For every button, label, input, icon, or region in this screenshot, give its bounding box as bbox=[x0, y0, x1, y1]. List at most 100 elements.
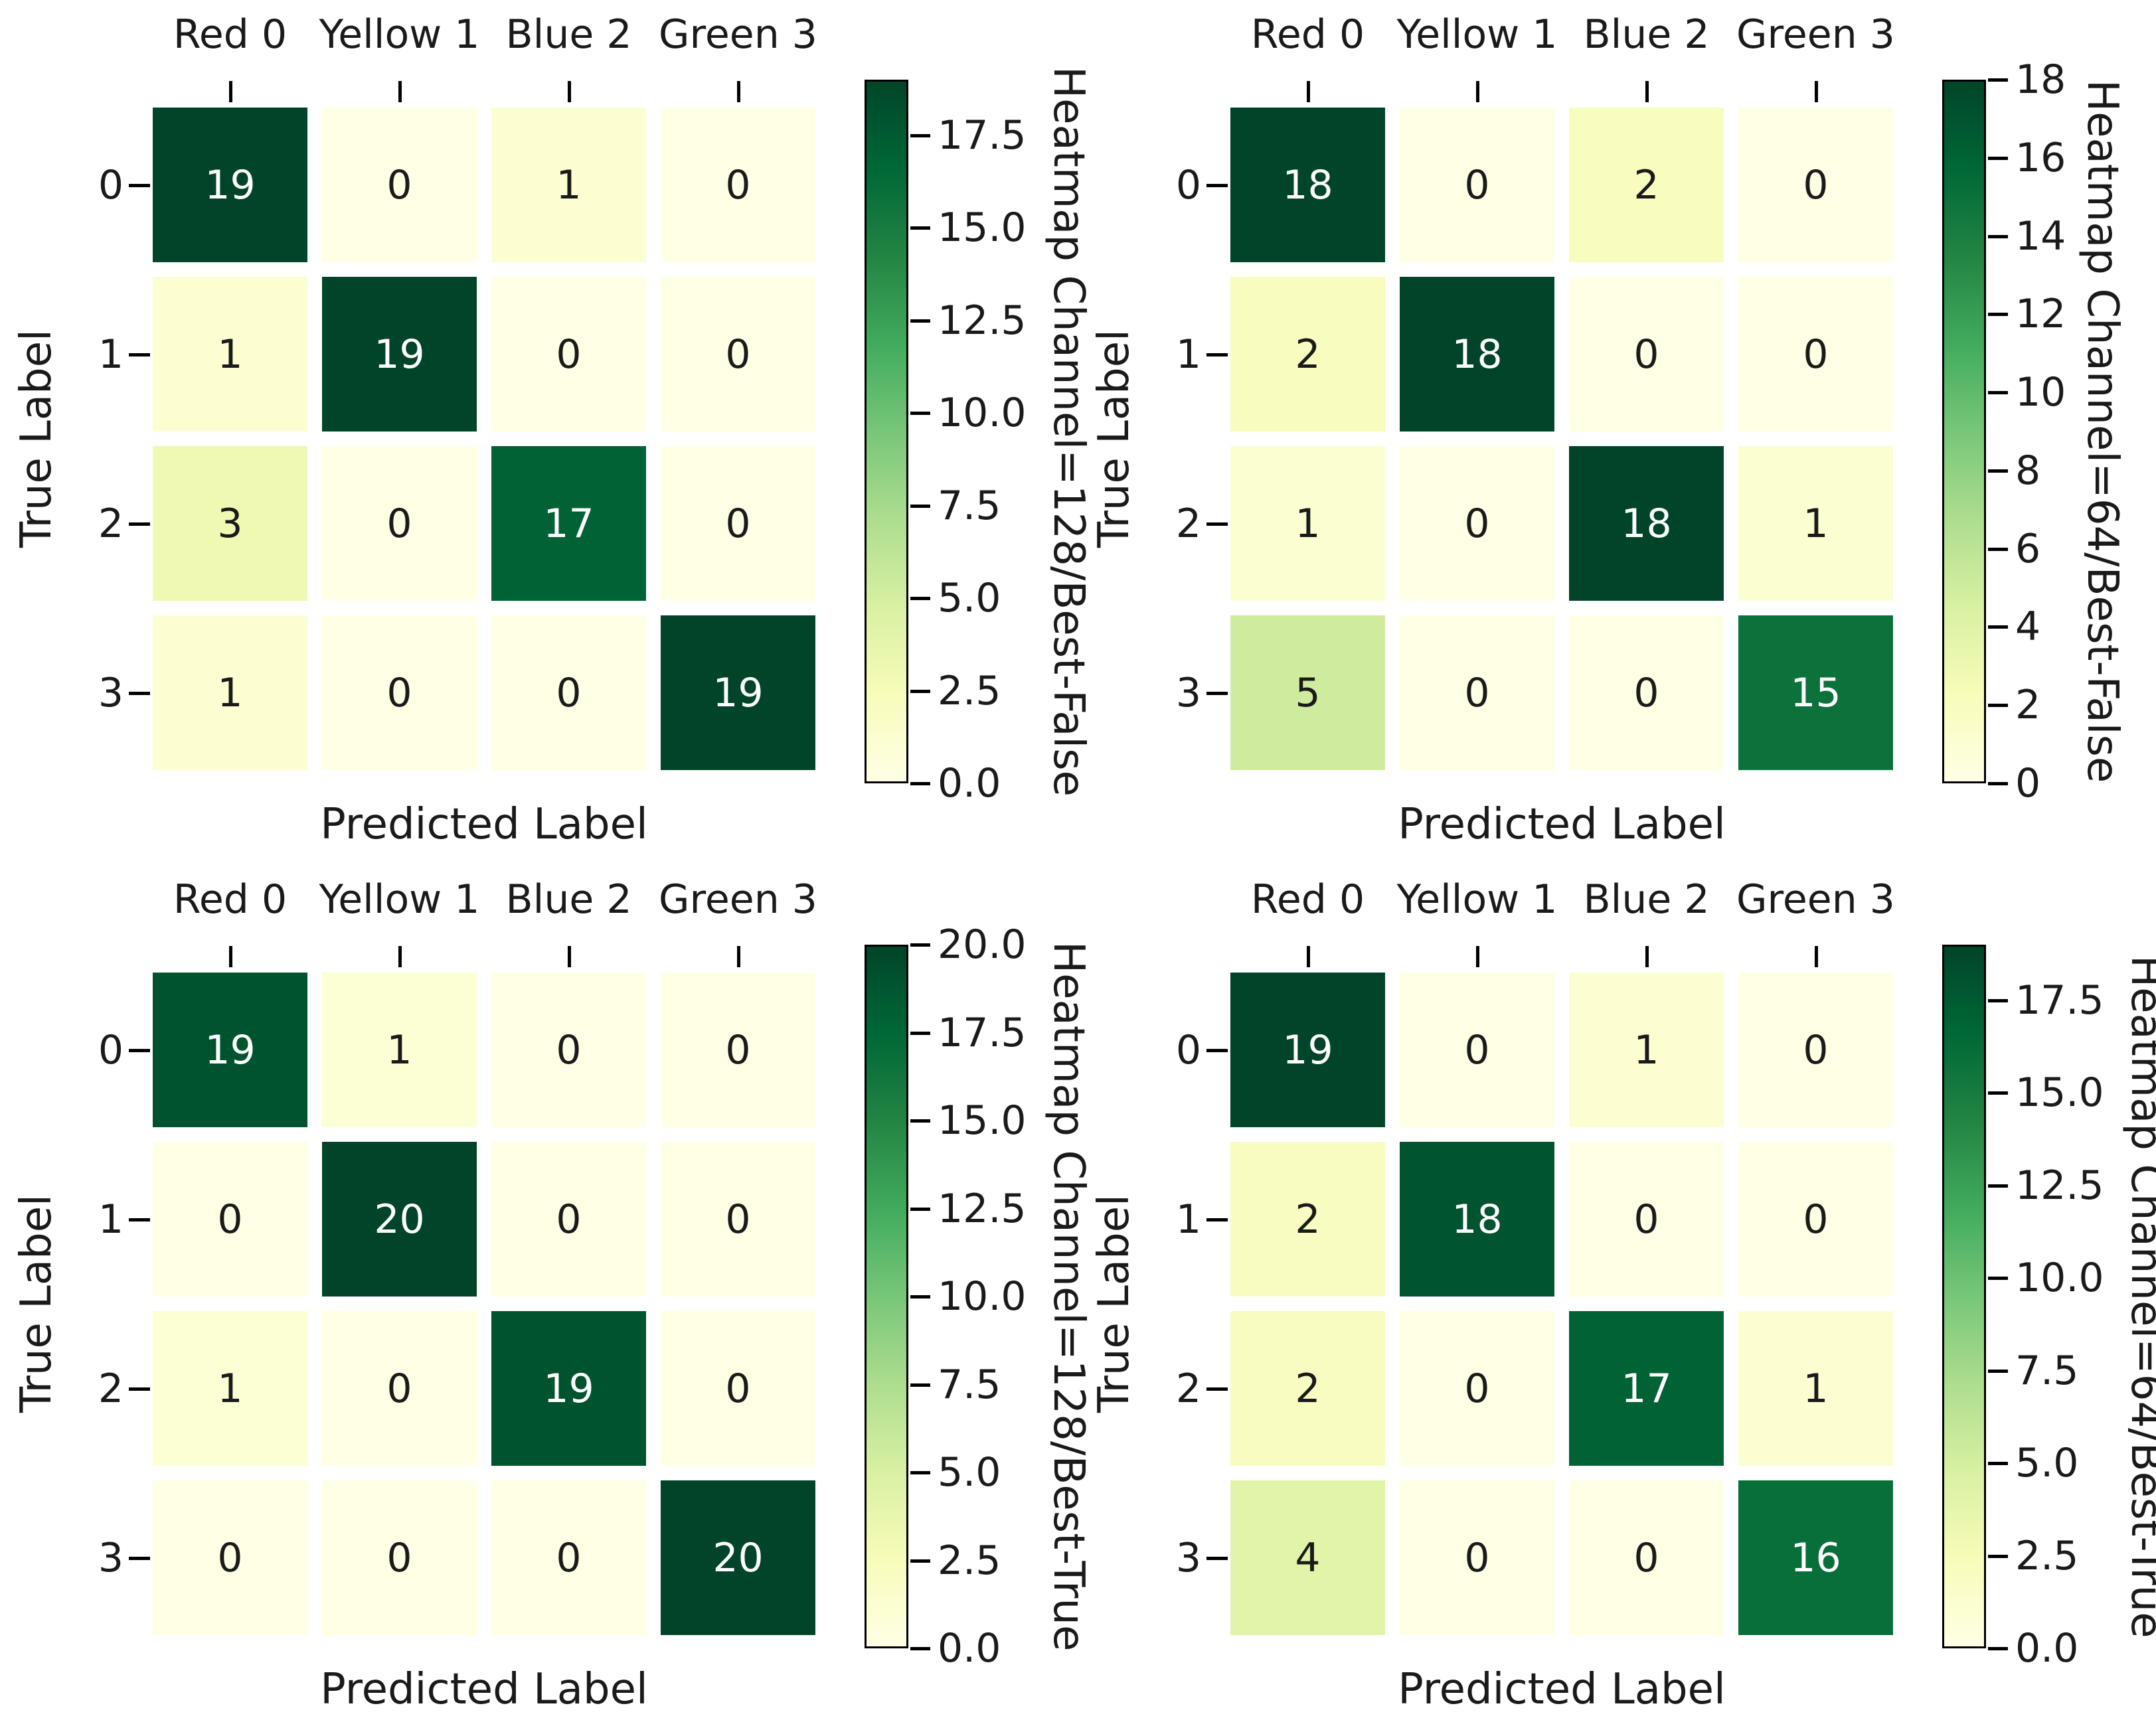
heatmap-cell: 16 bbox=[1738, 1480, 1893, 1635]
x-tick-mark bbox=[568, 81, 571, 102]
colorbar-tick-label: 17.5 bbox=[2015, 977, 2104, 1024]
heatmap-cell: 1 bbox=[1738, 446, 1893, 601]
x-tick-label: Yellow 1 bbox=[1396, 876, 1558, 923]
subplot-confusion-matrix-128-best-false: 19 0 1 0 1 19 0 0 3 0 17 0 1 0 0 19 True Label Predicte… bbox=[0, 0, 1093, 865]
y-tick-label: 0 bbox=[98, 162, 124, 208]
colorbar-tick-mark bbox=[1988, 1462, 2008, 1466]
colorbar-tick-mark bbox=[1988, 1184, 2008, 1188]
colorbar-tick-label: 2 bbox=[2015, 682, 2041, 729]
y-tick-label: 0 bbox=[1175, 1027, 1201, 1073]
x-tick-label: Blue 2 bbox=[505, 876, 632, 923]
heatmap-cell: 18 bbox=[1230, 108, 1385, 262]
heatmap-cell: 3 bbox=[153, 446, 307, 601]
x-tick-mark bbox=[1307, 81, 1310, 102]
colorbar-tick-mark bbox=[1988, 313, 2008, 317]
heatmap-cell: 19 bbox=[153, 973, 307, 1127]
heatmap-cell: 0 bbox=[1738, 973, 1893, 1127]
y-tick-mark bbox=[1206, 692, 1228, 695]
colorbar-tick-label: 5.0 bbox=[2015, 1440, 2079, 1487]
y-tick-mark bbox=[129, 1387, 150, 1391]
colorbar-tick-mark bbox=[910, 1559, 930, 1563]
colorbar-tick-label: 2.5 bbox=[938, 667, 1001, 714]
heatmap-cell: 0 bbox=[491, 1480, 646, 1635]
colorbar-label: Heatmap Channel=128/Best-False bbox=[1044, 66, 1093, 797]
y-tick-mark bbox=[129, 1049, 150, 1052]
y-tick-mark bbox=[129, 522, 150, 526]
heatmap-cell: 0 bbox=[491, 277, 646, 432]
x-tick-mark bbox=[1476, 946, 1479, 967]
colorbar-tick-mark bbox=[910, 1383, 930, 1387]
x-tick-label: Red 0 bbox=[1250, 11, 1365, 58]
x-tick-label: Red 0 bbox=[1250, 876, 1365, 923]
colorbar-tick-mark bbox=[910, 319, 930, 323]
heatmap-cell: 0 bbox=[1738, 1142, 1893, 1297]
x-tick-label: Blue 2 bbox=[1583, 11, 1710, 58]
heatmap-cell: 0 bbox=[491, 973, 646, 1127]
x-tick-mark bbox=[229, 81, 232, 102]
heatmap-cell: 19 bbox=[491, 1311, 646, 1466]
colorbar-tick-mark bbox=[910, 1119, 930, 1123]
colorbar-tick-label: 15.0 bbox=[938, 1097, 1027, 1144]
heatmap-cell: 19 bbox=[1230, 973, 1385, 1127]
y-tick-label: 1 bbox=[1175, 331, 1201, 378]
y-tick-mark bbox=[129, 184, 150, 187]
x-tick-mark bbox=[737, 81, 740, 102]
heatmap-cell: 0 bbox=[1400, 446, 1554, 601]
x-tick-label: Red 0 bbox=[173, 11, 288, 58]
y-tick-label: 1 bbox=[1175, 1196, 1201, 1243]
heatmap-cell: 19 bbox=[153, 108, 307, 262]
colorbar-tick-label: 20.0 bbox=[938, 921, 1027, 968]
y-tick-label: 0 bbox=[1175, 162, 1201, 208]
heatmap-cell: 18 bbox=[1400, 277, 1554, 432]
colorbar-label: Heatmap Channel=64/Best-False bbox=[2078, 80, 2127, 783]
colorbar-tick-label: 0.0 bbox=[938, 760, 1001, 807]
colorbar-tick-label: 10 bbox=[2015, 369, 2066, 416]
x-tick-mark bbox=[398, 946, 402, 967]
colorbar-tick-mark bbox=[910, 133, 930, 137]
colorbar-gradient bbox=[1942, 945, 1986, 1648]
x-axis-label: Predicted Label bbox=[320, 1665, 648, 1714]
colorbar-tick-mark bbox=[910, 504, 930, 508]
heatmap-cell: 0 bbox=[491, 1142, 646, 1297]
colorbar-gradient bbox=[865, 80, 908, 783]
colorbar-gradient bbox=[865, 945, 908, 1648]
colorbar-tick-label: 5.0 bbox=[938, 575, 1001, 622]
colorbar-tick-mark bbox=[910, 1295, 930, 1298]
heatmap-cell: 17 bbox=[1569, 1311, 1724, 1466]
y-tick-label: 3 bbox=[98, 1535, 124, 1581]
colorbar-tick-mark bbox=[910, 1471, 930, 1474]
heatmap-cell: 1 bbox=[153, 277, 307, 432]
x-tick-label: Green 3 bbox=[659, 876, 817, 923]
subplot-confusion-matrix-64-best-false: 18 0 2 0 2 18 0 0 1 0 18 1 5 0 0 15 True Label Predicte… bbox=[1078, 0, 2155, 865]
colorbar-tick-label: 4 bbox=[2015, 603, 2041, 651]
heatmap-grid: 19 1 0 0 0 20 0 0 1 0 19 0 0 0 0 20 bbox=[153, 973, 815, 1635]
x-tick-label: Green 3 bbox=[1736, 876, 1895, 923]
heatmap-cell: 1 bbox=[1738, 1311, 1893, 1466]
colorbar-tick-label: 10.0 bbox=[938, 390, 1027, 437]
y-tick-mark bbox=[1206, 522, 1228, 526]
colorbar-tick-mark bbox=[1988, 1277, 2008, 1281]
colorbar-tick-mark bbox=[1988, 782, 2008, 785]
y-tick-label: 3 bbox=[1175, 1535, 1201, 1581]
y-tick-mark bbox=[1206, 1557, 1228, 1560]
x-tick-label: Yellow 1 bbox=[1396, 11, 1558, 58]
y-tick-mark bbox=[129, 1218, 150, 1221]
colorbar-tick-label: 2.5 bbox=[2015, 1532, 2079, 1579]
colorbar-tick-mark bbox=[910, 412, 930, 416]
x-tick-label: Green 3 bbox=[659, 11, 817, 58]
x-tick-mark bbox=[1815, 81, 1818, 102]
colorbar-tick-label: 12.5 bbox=[938, 297, 1027, 344]
colorbar-tick-mark bbox=[1988, 469, 2008, 473]
x-axis-label: Predicted Label bbox=[1398, 1665, 1726, 1714]
heatmap-cell: 0 bbox=[661, 973, 815, 1127]
heatmap-cell: 0 bbox=[661, 446, 815, 601]
y-tick-mark bbox=[1206, 1387, 1228, 1391]
heatmap-cell: 0 bbox=[1400, 973, 1554, 1127]
colorbar-tick-mark bbox=[1988, 1554, 2008, 1558]
y-tick-mark bbox=[1206, 1218, 1228, 1221]
y-tick-label: 2 bbox=[98, 1366, 124, 1412]
y-tick-label: 1 bbox=[98, 1196, 124, 1243]
x-axis-label: Predicted Label bbox=[320, 800, 648, 849]
colorbar-tick-mark bbox=[1988, 1647, 2008, 1650]
